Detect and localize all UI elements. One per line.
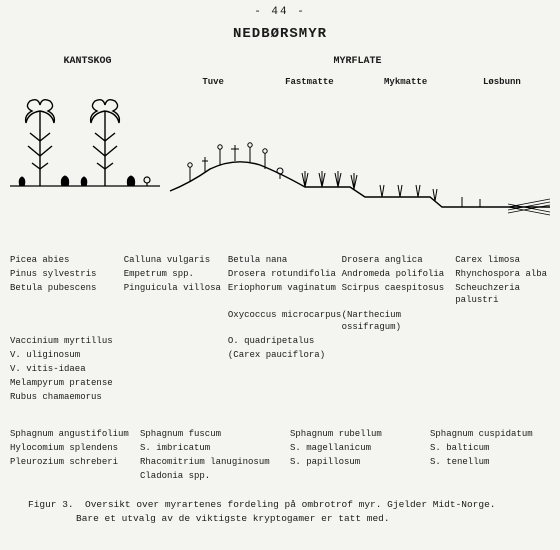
species-cell: S. papillosum xyxy=(290,456,430,468)
species-cell: Hylocomium splendens xyxy=(10,442,140,454)
species-cell: Betula pubescens xyxy=(10,282,124,306)
table-row: Pleurozium schreberiRhacomitrium lanugin… xyxy=(10,456,550,468)
subzone-headers: Tuve Fastmatte Mykmatte Løsbunn xyxy=(10,77,550,87)
species-cell xyxy=(455,363,550,375)
species-cell: Andromeda polifolia xyxy=(342,268,456,280)
species-cell xyxy=(290,470,430,482)
species-cell: Scheuchzeria palustri xyxy=(455,282,550,306)
species-cell: Pleurozium schreberi xyxy=(10,456,140,468)
table-row: Sphagnum angustifoliumSphagnum fuscumSph… xyxy=(10,428,550,440)
species-cell: Rhacomitrium lanuginosum xyxy=(140,456,290,468)
species-cell xyxy=(10,470,140,482)
table-row: V. vitis-idaea xyxy=(10,363,550,375)
species-cell xyxy=(455,349,550,361)
species-cell xyxy=(342,349,456,361)
zone-headers: KANTSKOG MYRFLATE xyxy=(10,56,550,67)
tree-icon xyxy=(91,100,120,186)
table-row: Hylocomium splendensS. imbricatumS. mage… xyxy=(10,442,550,454)
species-cell: Sphagnum fuscum xyxy=(140,428,290,440)
species-cell: Rhynchospora alba xyxy=(455,268,550,280)
species-cell: Cladonia spp. xyxy=(140,470,290,482)
species-cell: S. magellanicum xyxy=(290,442,430,454)
table-row: V. uliginosum (Carex pauciflora) xyxy=(10,349,550,361)
tree-icon xyxy=(26,100,55,186)
table-row: Betula pubescensPinguicula villosaErioph… xyxy=(10,282,550,306)
table-row: Cladonia spp. xyxy=(10,470,550,482)
page-number: - 44 - xyxy=(10,6,550,18)
species-cell: Melampyrum pratense xyxy=(10,377,124,389)
species-cell: V. vitis-idaea xyxy=(10,363,124,375)
species-cell: Oxycoccus microcarpus xyxy=(228,309,342,333)
cryptogam-species-table: Sphagnum angustifoliumSphagnum fuscumSph… xyxy=(10,428,550,483)
zone-kantskog: KANTSKOG xyxy=(10,56,165,67)
species-cell: Drosera rotundifolia xyxy=(228,268,342,280)
losbunn-plants xyxy=(462,197,480,207)
species-cell: Empetrum spp. xyxy=(124,268,228,280)
profile-diagram xyxy=(10,91,550,221)
table-row: Picea abiesCalluna vulgarisBetula nanaDr… xyxy=(10,254,550,266)
species-cell: Calluna vulgaris xyxy=(124,254,228,266)
species-cell: O. quadripetalus xyxy=(228,335,342,347)
species-cell xyxy=(228,391,342,403)
table-row: Pinus sylvestrisEmpetrum spp.Drosera rot… xyxy=(10,268,550,280)
species-cell xyxy=(342,335,456,347)
species-cell xyxy=(342,363,456,375)
species-cell: S. balticum xyxy=(430,442,550,454)
species-cell xyxy=(124,391,228,403)
subzone-losbunn: Løsbunn xyxy=(454,77,550,87)
species-cell xyxy=(124,309,228,333)
species-cell xyxy=(124,363,228,375)
species-cell: Pinus sylvestris xyxy=(10,268,124,280)
species-cell xyxy=(342,377,456,389)
mykmatte-plants xyxy=(380,185,437,201)
species-cell xyxy=(455,391,550,403)
species-cell: Vaccinium myrtillus xyxy=(10,335,124,347)
species-cell xyxy=(124,335,228,347)
zone-myrflate: MYRFLATE xyxy=(165,56,550,67)
species-cell: Betula nana xyxy=(228,254,342,266)
vascular-species-table: Picea abiesCalluna vulgarisBetula nanaDr… xyxy=(10,254,550,404)
species-cell xyxy=(228,377,342,389)
species-cell: Sphagnum cuspidatum xyxy=(430,428,550,440)
table-row: Oxycoccus microcarpus(Narthecium ossifra… xyxy=(10,309,550,333)
species-cell: S. imbricatum xyxy=(140,442,290,454)
table-row: Rubus chamaemorus xyxy=(10,391,550,403)
species-cell: (Carex pauciflora) xyxy=(228,349,342,361)
species-cell: Pinguicula villosa xyxy=(124,282,228,306)
species-cell xyxy=(124,349,228,361)
figure-caption: Figur 3. Oversikt over myrartenes fordel… xyxy=(10,498,550,527)
species-cell: Scirpus caespitosus xyxy=(342,282,456,306)
subzone-fastmatte: Fastmatte xyxy=(261,77,357,87)
shrub-icon xyxy=(19,176,150,186)
subzone-mykmatte: Mykmatte xyxy=(358,77,454,87)
species-cell: Sphagnum angustifolium xyxy=(10,428,140,440)
species-cell xyxy=(455,309,550,333)
species-cell: Eriophorum vaginatum xyxy=(228,282,342,306)
species-cell: Carex limosa xyxy=(455,254,550,266)
species-cell: S. tenellum xyxy=(430,456,550,468)
species-cell xyxy=(342,391,456,403)
table-row: Melampyrum pratense xyxy=(10,377,550,389)
caption-line1: Oversikt over myrartenes fordeling på om… xyxy=(85,499,495,510)
species-cell: Sphagnum rubellum xyxy=(290,428,430,440)
species-cell: Picea abies xyxy=(10,254,124,266)
species-cell xyxy=(228,363,342,375)
species-cell xyxy=(455,377,550,389)
caption-lead: Figur 3. xyxy=(28,499,74,510)
species-cell: Rubus chamaemorus xyxy=(10,391,124,403)
table-row: Vaccinium myrtillus O. quadripetalus xyxy=(10,335,550,347)
species-cell xyxy=(124,377,228,389)
species-cell: (Narthecium ossifragum) xyxy=(342,309,456,333)
species-cell xyxy=(10,309,124,333)
species-cell xyxy=(430,470,550,482)
page-title: NEDBØRSMYR xyxy=(10,26,550,42)
species-cell xyxy=(455,335,550,347)
species-cell: V. uliginosum xyxy=(10,349,124,361)
subzone-spacer xyxy=(10,77,165,87)
subzone-tuve: Tuve xyxy=(165,77,261,87)
species-cell: Drosera anglica xyxy=(342,254,456,266)
caption-line2: Bare et utvalg av de viktigste kryptogam… xyxy=(28,512,550,526)
